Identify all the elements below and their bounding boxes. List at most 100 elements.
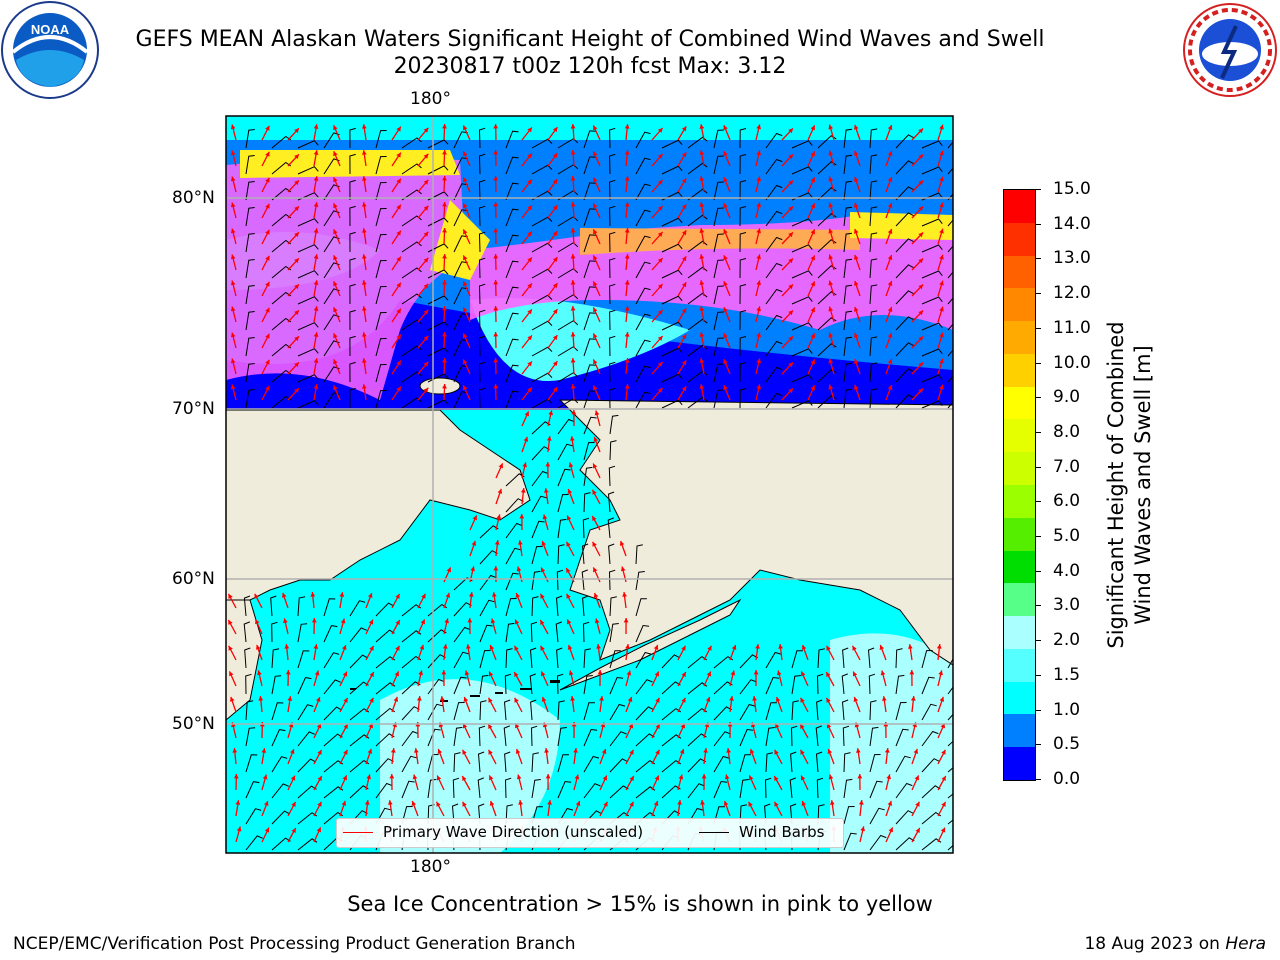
wind-barb xyxy=(921,374,943,383)
wave-arrow-head xyxy=(854,358,859,364)
wave-arrow-head xyxy=(444,618,449,624)
wind-barb xyxy=(531,520,545,539)
wind-barb xyxy=(583,755,600,773)
wind-barb xyxy=(583,416,597,435)
lat-label-60: 60°N xyxy=(172,569,215,589)
wind-barb xyxy=(530,725,538,747)
wave-arrow-head xyxy=(544,488,549,493)
wind-barb xyxy=(947,375,953,383)
wind-barb xyxy=(504,751,511,773)
wind-barb xyxy=(739,284,747,305)
wind-barb xyxy=(271,729,286,747)
wind-barb xyxy=(375,208,387,227)
wave-arrow-head xyxy=(265,385,270,391)
wave-arrow-head xyxy=(681,386,687,392)
wave-arrow-head xyxy=(265,359,270,365)
wave-arrow-head xyxy=(723,801,729,806)
wave-arrow-head xyxy=(423,309,429,315)
wave-arrow-head xyxy=(287,696,293,701)
wind-barb xyxy=(765,702,777,721)
wave-arrow-head xyxy=(681,672,686,677)
wave-arrow-head xyxy=(496,514,501,520)
wave-arrow-head xyxy=(527,127,532,133)
wave-arrow-head xyxy=(788,128,793,134)
wave-arrow-head xyxy=(390,748,396,753)
wave-arrow-head xyxy=(571,410,577,415)
wind-barb xyxy=(765,676,780,695)
wave-arrow-head xyxy=(255,619,260,625)
wave-arrow-head xyxy=(442,150,447,155)
wind-barb xyxy=(713,389,724,409)
wind-barb xyxy=(687,344,708,357)
wind-barb xyxy=(478,153,486,175)
wind-barb xyxy=(401,293,422,305)
lon-label-bottom: 180° xyxy=(410,857,451,877)
wind-barb xyxy=(297,623,308,643)
wind-barb xyxy=(401,730,419,747)
wind-barb xyxy=(297,374,319,383)
wind-barb xyxy=(609,731,627,747)
wind-barb xyxy=(582,517,590,539)
wave-arrow-head xyxy=(749,775,754,781)
wind-barb xyxy=(661,243,683,253)
wave-arrow-head xyxy=(284,644,290,649)
wind-barb xyxy=(869,284,878,305)
wind-barb xyxy=(895,810,914,825)
wave-arrow-head xyxy=(619,541,625,546)
wind-barb xyxy=(895,728,909,747)
wave-arrow-head xyxy=(442,176,447,181)
wave-arrow-head xyxy=(657,388,663,393)
footer-date-text: 18 Aug 2023 on xyxy=(1084,934,1226,954)
wave-arrow-head xyxy=(232,748,238,753)
wave-arrow-head xyxy=(723,203,728,209)
wind-barb xyxy=(297,704,314,721)
wind-barb xyxy=(557,700,565,721)
wind-barb xyxy=(921,650,933,669)
wave-arrow-head xyxy=(624,332,630,337)
wind-barb xyxy=(583,783,601,799)
wind-barb xyxy=(765,752,773,773)
wind-barb xyxy=(323,706,343,721)
wave-arrow-head xyxy=(756,306,761,312)
wind-barb xyxy=(635,571,645,591)
wave-arrow-head xyxy=(788,362,793,368)
wave-arrow-head xyxy=(918,154,924,160)
wave-arrow-head xyxy=(629,749,634,755)
wave-arrow-head xyxy=(701,774,707,779)
wind-barb xyxy=(583,260,596,279)
colorbar-tick-label: 13.0 xyxy=(1053,248,1091,269)
wave-arrow-head xyxy=(254,593,259,599)
wind-barb xyxy=(817,395,837,409)
wave-arrow-head xyxy=(810,203,815,209)
wave-arrow-head xyxy=(918,336,924,342)
wave-arrow-head xyxy=(442,228,447,233)
wave-arrow-head xyxy=(514,619,520,625)
colorbar-tick-label: 14.0 xyxy=(1053,213,1091,234)
wind-barb xyxy=(555,595,563,617)
wind-barb xyxy=(529,673,536,695)
wind-barb xyxy=(895,702,907,721)
wind-barb xyxy=(531,294,553,305)
colorbar-tick-mark xyxy=(1035,258,1041,260)
wave-arrow-head xyxy=(706,671,712,677)
wave-arrow-head xyxy=(858,800,864,805)
wave-arrow-head xyxy=(515,593,521,598)
wave-arrow-head xyxy=(547,800,552,805)
wave-arrow-head xyxy=(624,228,630,233)
wind-barb xyxy=(271,648,280,669)
wave-arrow-head xyxy=(362,358,367,363)
wind-barb xyxy=(245,285,255,305)
wind-barb xyxy=(531,242,553,253)
wave-arrow-head xyxy=(333,203,338,209)
wave-arrow-head xyxy=(368,619,374,625)
wave-arrow-head xyxy=(497,488,503,494)
wind-barb xyxy=(661,373,683,383)
wave-arrow-head xyxy=(230,150,236,156)
wave-arrow-head xyxy=(395,645,400,651)
wind-barb xyxy=(843,154,853,175)
wind-barb xyxy=(713,285,724,305)
wind-barb xyxy=(895,394,914,409)
wave-arrow-head xyxy=(522,462,527,468)
wave-arrow-head xyxy=(939,384,944,390)
wind-barb xyxy=(608,543,615,565)
